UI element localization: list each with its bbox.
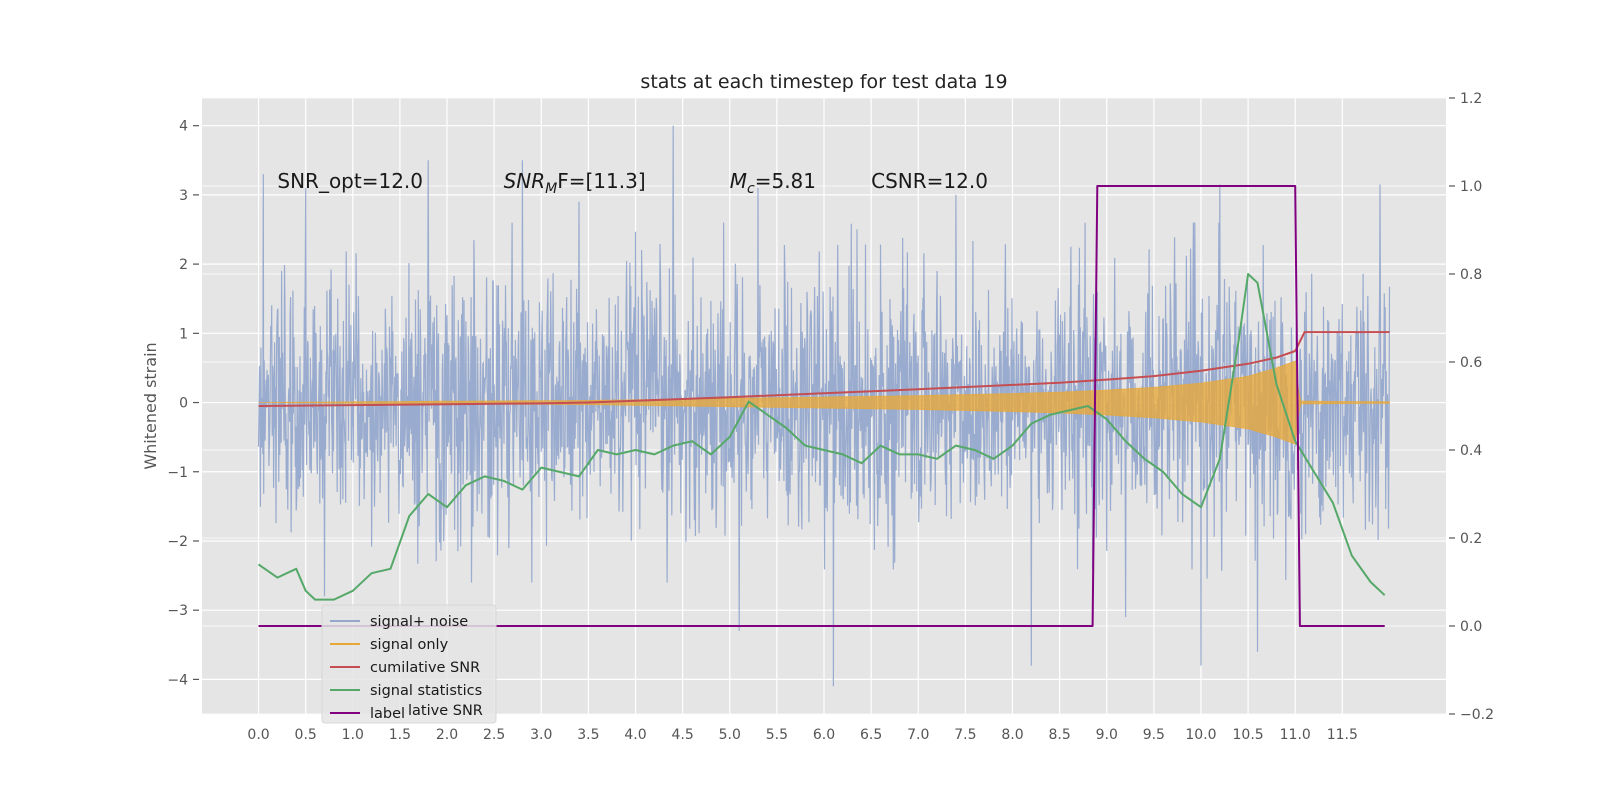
x-tick-label-17: 8.5 — [1048, 727, 1070, 743]
y-tick-label-4: 0 — [179, 396, 188, 412]
x-tick-label-21: 10.5 — [1233, 727, 1264, 743]
y-tick-label-1: 3 — [179, 188, 188, 204]
series-line-label — [258, 185, 1385, 627]
signal-noise-line — [257, 125, 1391, 687]
series-line-signal-statistics — [257, 273, 1386, 601]
legend-label-4: label — [370, 706, 405, 722]
x-tick-label-11: 5.5 — [766, 727, 788, 743]
y2-tick-label-0: 1.2 — [1460, 91, 1482, 107]
y-tick-label-2: 2 — [179, 257, 188, 273]
y-tick-label-3: 1 — [179, 326, 188, 342]
legend-label-2: cumilative SNR — [370, 660, 480, 676]
x-tick-label-23: 11.5 — [1327, 727, 1358, 743]
y-tick-label-0: 4 — [179, 119, 188, 135]
y2-tick-label-2: 0.8 — [1460, 267, 1482, 283]
legend-label-3: signal statistics — [370, 683, 482, 699]
axis-ticks: 0.0 0.5 1.0 1.5 2.0 2.5 3.0 3.5 4.0 4.5 5.0 5.5 6.0 6… — [167, 91, 1494, 743]
y-tick-label-5: −1 — [167, 465, 188, 481]
x-tick-label-7: 3.5 — [577, 727, 599, 743]
y2-tick-label-3: 0.6 — [1460, 355, 1482, 371]
legend: lative SNR signal+ noise signal only cumila… — [321, 604, 497, 724]
annotations: SNR_opt=12.0 SNRMF=[11.3] Mc=5.81 CSNR=12.0 — [277, 169, 988, 197]
x-tick-label-16: 8.0 — [1001, 727, 1023, 743]
y2-tick-label-4: 0.4 — [1460, 443, 1482, 459]
x-tick-label-3: 1.5 — [389, 727, 411, 743]
x-tick-label-6: 3.0 — [530, 727, 552, 743]
x-tick-label-10: 5.0 — [719, 727, 741, 743]
series-line-cumilative-snr — [258, 331, 1390, 407]
y-tick-label-8: −4 — [167, 672, 188, 688]
legend-ghost-text: lative SNR — [408, 703, 483, 719]
x-tick-label-12: 6.0 — [813, 727, 835, 743]
legend-box — [321, 604, 497, 724]
annotation-0: SNR_opt=12.0 — [277, 169, 423, 193]
y2-tick-label-1: 1.0 — [1460, 179, 1482, 195]
x-tick-label-8: 4.0 — [624, 727, 646, 743]
x-tick-label-9: 4.5 — [672, 727, 694, 743]
y2-tick-label-5: 0.2 — [1460, 531, 1482, 547]
y-axis-label: Whitened strain — [141, 342, 160, 469]
chart-title: stats at each timestep for test data 19 — [640, 71, 1007, 93]
annotation-3: CSNR=12.0 — [871, 169, 988, 193]
y-tick-label-6: −2 — [167, 534, 188, 550]
x-tick-label-15: 7.5 — [954, 727, 976, 743]
x-tick-label-2: 1.0 — [342, 727, 364, 743]
series-signal-noise — [257, 125, 1391, 687]
annotation-2: Mc=5.81 — [730, 169, 816, 197]
x-tick-label-14: 7.0 — [907, 727, 929, 743]
y2-tick-label-6: 0.0 — [1460, 619, 1482, 635]
x-tick-label-0: 0.0 — [247, 727, 269, 743]
right-axis-series — [257, 185, 1390, 627]
x-tick-label-18: 9.0 — [1096, 727, 1118, 743]
y2-tick-label-7: −0.2 — [1460, 707, 1494, 723]
x-tick-label-4: 2.0 — [436, 727, 458, 743]
x-tick-label-5: 2.5 — [483, 727, 505, 743]
x-tick-label-13: 6.5 — [860, 727, 882, 743]
y-tick-label-7: −3 — [167, 603, 188, 619]
x-tick-label-1: 0.5 — [295, 727, 317, 743]
x-tick-label-22: 11.0 — [1280, 727, 1311, 743]
x-tick-label-19: 9.5 — [1143, 727, 1165, 743]
x-tick-label-20: 10.0 — [1185, 727, 1216, 743]
annotation-1: SNRMF=[11.3] — [504, 169, 646, 197]
legend-label-0: signal+ noise — [370, 614, 468, 630]
legend-label-1: signal only — [370, 637, 449, 653]
